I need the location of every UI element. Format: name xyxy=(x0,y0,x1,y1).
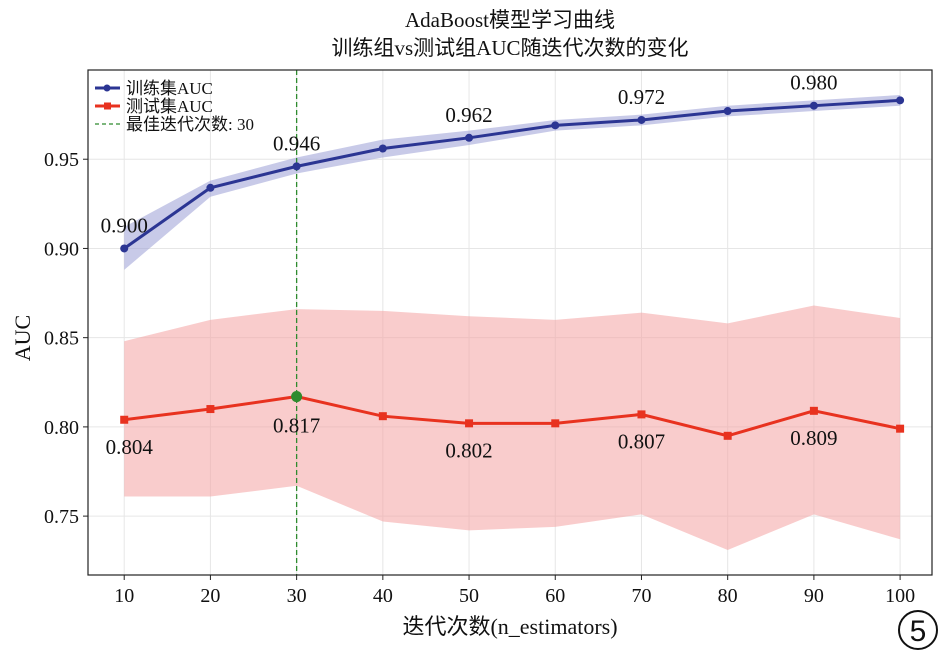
test-point xyxy=(637,410,646,419)
figure-number-badge: 5 xyxy=(898,610,938,650)
data-label: 0.946 xyxy=(273,131,320,155)
test-point xyxy=(551,419,560,428)
series-lines xyxy=(123,70,901,575)
band-test xyxy=(124,305,901,551)
data-label: 0.980 xyxy=(790,71,837,95)
train-point xyxy=(809,101,818,110)
chart-title: AdaBoost模型学习曲线 xyxy=(405,8,615,32)
x-tick-label: 40 xyxy=(373,585,393,607)
y-tick-label: 0.95 xyxy=(44,149,79,171)
data-label: 0.962 xyxy=(445,103,492,127)
band-train xyxy=(124,94,901,270)
x-tick-label: 50 xyxy=(459,585,479,607)
plot-frame xyxy=(87,69,933,576)
y-axis-label: AUC xyxy=(10,315,35,361)
x-tick-label: 60 xyxy=(545,585,565,607)
x-tick-label: 100 xyxy=(885,585,915,607)
train-point xyxy=(378,144,387,153)
train-point xyxy=(637,115,646,124)
data-label: 0.900 xyxy=(101,213,148,237)
legend-label-best: 最佳迭代次数: 30 xyxy=(126,115,254,134)
train-point xyxy=(465,133,474,142)
test-point xyxy=(206,405,215,414)
confidence-bands xyxy=(124,94,901,551)
test-point xyxy=(809,406,818,415)
x-tick-label: 10 xyxy=(114,585,134,607)
best-point xyxy=(291,391,303,403)
test-point xyxy=(378,412,387,421)
train-point xyxy=(292,162,301,171)
train-point xyxy=(723,107,732,116)
train-point xyxy=(120,244,129,253)
line-train xyxy=(123,98,901,250)
data-label: 0.972 xyxy=(618,85,665,109)
test-point xyxy=(723,431,732,440)
test-point xyxy=(120,415,129,424)
y-tick-label: 0.85 xyxy=(44,328,79,350)
x-tick-label: 90 xyxy=(804,585,824,607)
x-axis-label: 迭代次数(n_estimators) xyxy=(402,614,617,639)
x-tick-label: 80 xyxy=(718,585,738,607)
series-markers xyxy=(120,96,905,440)
train-point xyxy=(896,96,905,105)
data-label: 0.809 xyxy=(790,426,837,450)
y-tick-label: 0.75 xyxy=(44,506,79,528)
x-tick-label: 30 xyxy=(287,585,307,607)
test-point xyxy=(465,419,474,428)
legend-label-train: 训练集AUC xyxy=(126,79,213,98)
data-label: 0.804 xyxy=(106,435,154,459)
train-point xyxy=(206,183,215,192)
line-test xyxy=(124,395,901,438)
axis-ticks: 10 20 30 40 50 60 70 80 90 100 0.75 0.80 0.85 0.90 0.9… xyxy=(44,149,915,607)
y-tick-label: 0.80 xyxy=(44,417,79,439)
test-point xyxy=(896,424,905,433)
legend-marker xyxy=(104,102,111,110)
train-point xyxy=(551,121,560,130)
figure-number: 5 xyxy=(910,615,927,648)
data-label: 0.817 xyxy=(273,414,320,438)
chart-subtitle: 训练组vs测试组AUC随迭代次数的变化 xyxy=(331,36,688,60)
y-tick-label: 0.90 xyxy=(44,238,79,260)
data-labels: 0.900 0.946 0.962 0.972 0.980 0.804 0.817 0.802… xyxy=(101,71,838,463)
data-label: 0.802 xyxy=(445,438,492,462)
legend-label-test: 测试集AUC xyxy=(126,97,213,116)
x-tick-label: 20 xyxy=(200,585,220,607)
x-tick-label: 70 xyxy=(631,585,651,607)
legend-marker xyxy=(103,84,111,92)
data-label: 0.807 xyxy=(618,429,665,453)
